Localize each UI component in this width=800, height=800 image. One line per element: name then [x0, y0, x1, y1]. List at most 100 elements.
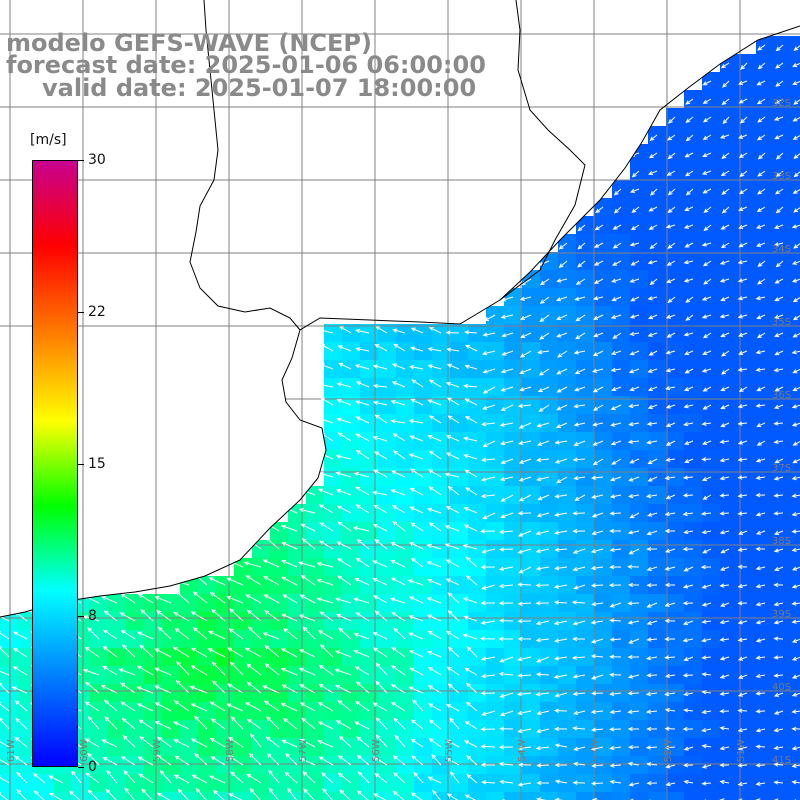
wind-arrow-shaft — [574, 710, 586, 715]
wind-speed-cell — [774, 324, 793, 343]
wind-speed-cell — [378, 414, 397, 433]
wind-arrow-head — [0, 682, 3, 687]
wind-arrow — [553, 708, 568, 713]
wind-arrow-head — [372, 435, 378, 441]
wind-arrow-shaft — [702, 530, 712, 534]
wind-speed-cell — [684, 612, 703, 631]
wind-arrow — [318, 756, 334, 766]
wind-arrow — [591, 530, 604, 536]
wind-arrow-head — [737, 620, 743, 625]
wind-speed-cell — [666, 522, 685, 541]
wind-arrow — [427, 703, 442, 712]
wind-arrow-shaft — [650, 278, 658, 285]
wind-arrow-shaft — [499, 673, 514, 676]
wind-speed-cell — [594, 630, 613, 649]
wind-arrow — [389, 597, 406, 604]
wind-arrow-head — [282, 627, 288, 633]
wind-speed-cell — [702, 90, 721, 109]
wind-speed-cell — [756, 198, 775, 217]
longitude-label: 61W — [6, 739, 17, 762]
wind-arrow-head — [665, 314, 671, 319]
wind-speed-cell — [144, 774, 163, 793]
wind-arrow — [719, 619, 730, 625]
wind-arrow-head — [482, 515, 488, 520]
wind-arrow — [287, 787, 297, 800]
wind-arrow — [737, 278, 748, 283]
wind-arrow-head — [791, 601, 797, 606]
wind-arrow — [281, 739, 298, 748]
wind-speed-cell — [576, 684, 595, 703]
wind-speed-cell — [324, 720, 343, 739]
wind-arrow-shaft — [319, 383, 334, 388]
wind-arrow — [372, 632, 388, 640]
wind-arrow-head — [685, 190, 691, 196]
wind-arrow-shaft — [337, 521, 352, 532]
wind-speed-cell — [342, 774, 361, 793]
wind-arrow-shaft — [337, 418, 352, 424]
wind-speed-cell — [432, 414, 451, 433]
wind-speed-cell — [504, 378, 523, 397]
wind-speed-cell — [720, 540, 739, 559]
wind-speed-cell — [342, 432, 361, 451]
wind-speed-cell — [558, 792, 577, 800]
wind-speed-cell — [522, 774, 541, 793]
wind-arrow-shaft — [335, 685, 352, 694]
wind-arrow — [320, 772, 334, 784]
wind-arrow-shaft — [738, 476, 748, 479]
wind-arrow-shaft — [757, 188, 766, 195]
wind-arrow-shaft — [574, 746, 586, 751]
wind-speed-cell — [774, 450, 793, 469]
wind-arrow-head — [190, 703, 196, 708]
wind-arrow — [189, 685, 208, 694]
wind-arrow-head — [244, 647, 250, 652]
wind-speed-cell — [612, 216, 631, 235]
wind-arrow-head — [720, 225, 726, 230]
wind-arrow — [737, 746, 748, 751]
wind-speed-cell — [468, 522, 487, 541]
wind-arrow — [136, 703, 154, 712]
wind-speed-cell — [432, 558, 451, 577]
wind-arrow-head — [413, 771, 419, 777]
wind-arrow — [154, 721, 172, 730]
wind-arrow-head — [15, 717, 21, 723]
wind-speed-cell — [540, 774, 559, 793]
wind-speed-cell — [774, 684, 793, 703]
wind-speed-cell — [432, 432, 451, 451]
wind-arrow — [141, 788, 153, 800]
wind-arrow-shaft — [448, 486, 460, 496]
wind-arrow — [449, 717, 460, 730]
wind-arrow-head — [575, 317, 581, 322]
wind-arrow-head — [191, 774, 197, 779]
wind-arrow — [665, 350, 676, 355]
wind-arrow — [372, 578, 388, 586]
wind-arrow-head — [392, 328, 398, 333]
wind-arrow-shaft — [392, 363, 406, 370]
wind-arrow — [516, 691, 532, 697]
wind-speed-cell — [0, 666, 19, 685]
wind-arrow-head — [210, 718, 216, 723]
wind-arrow — [665, 494, 676, 500]
wind-arrow-shaft — [702, 314, 712, 319]
wind-arrow-shaft — [776, 206, 784, 213]
wind-speed-cell — [594, 612, 613, 631]
wind-arrow-shaft — [318, 702, 334, 712]
wind-arrow-shaft — [427, 614, 442, 622]
wind-arrow-head — [682, 638, 688, 643]
wind-arrow — [737, 601, 748, 606]
wind-arrow-shaft — [683, 638, 694, 642]
wind-arrow — [317, 488, 334, 496]
wind-arrow — [499, 422, 514, 427]
wind-arrow-head — [374, 414, 380, 419]
wind-arrow-shaft — [537, 710, 550, 715]
wind-arrow-head — [792, 459, 798, 464]
wind-arrow — [773, 745, 784, 751]
wind-arrow-shaft — [756, 584, 766, 588]
wind-arrow-head — [755, 530, 762, 535]
wind-speed-cell — [324, 756, 343, 775]
wind-arrow-head — [536, 513, 542, 518]
wind-arrow — [646, 655, 658, 661]
wind-speed-cell — [720, 144, 739, 163]
wind-speed-cell — [648, 702, 667, 721]
wind-speed-cell — [486, 774, 505, 793]
wind-speed-cell — [432, 702, 451, 721]
